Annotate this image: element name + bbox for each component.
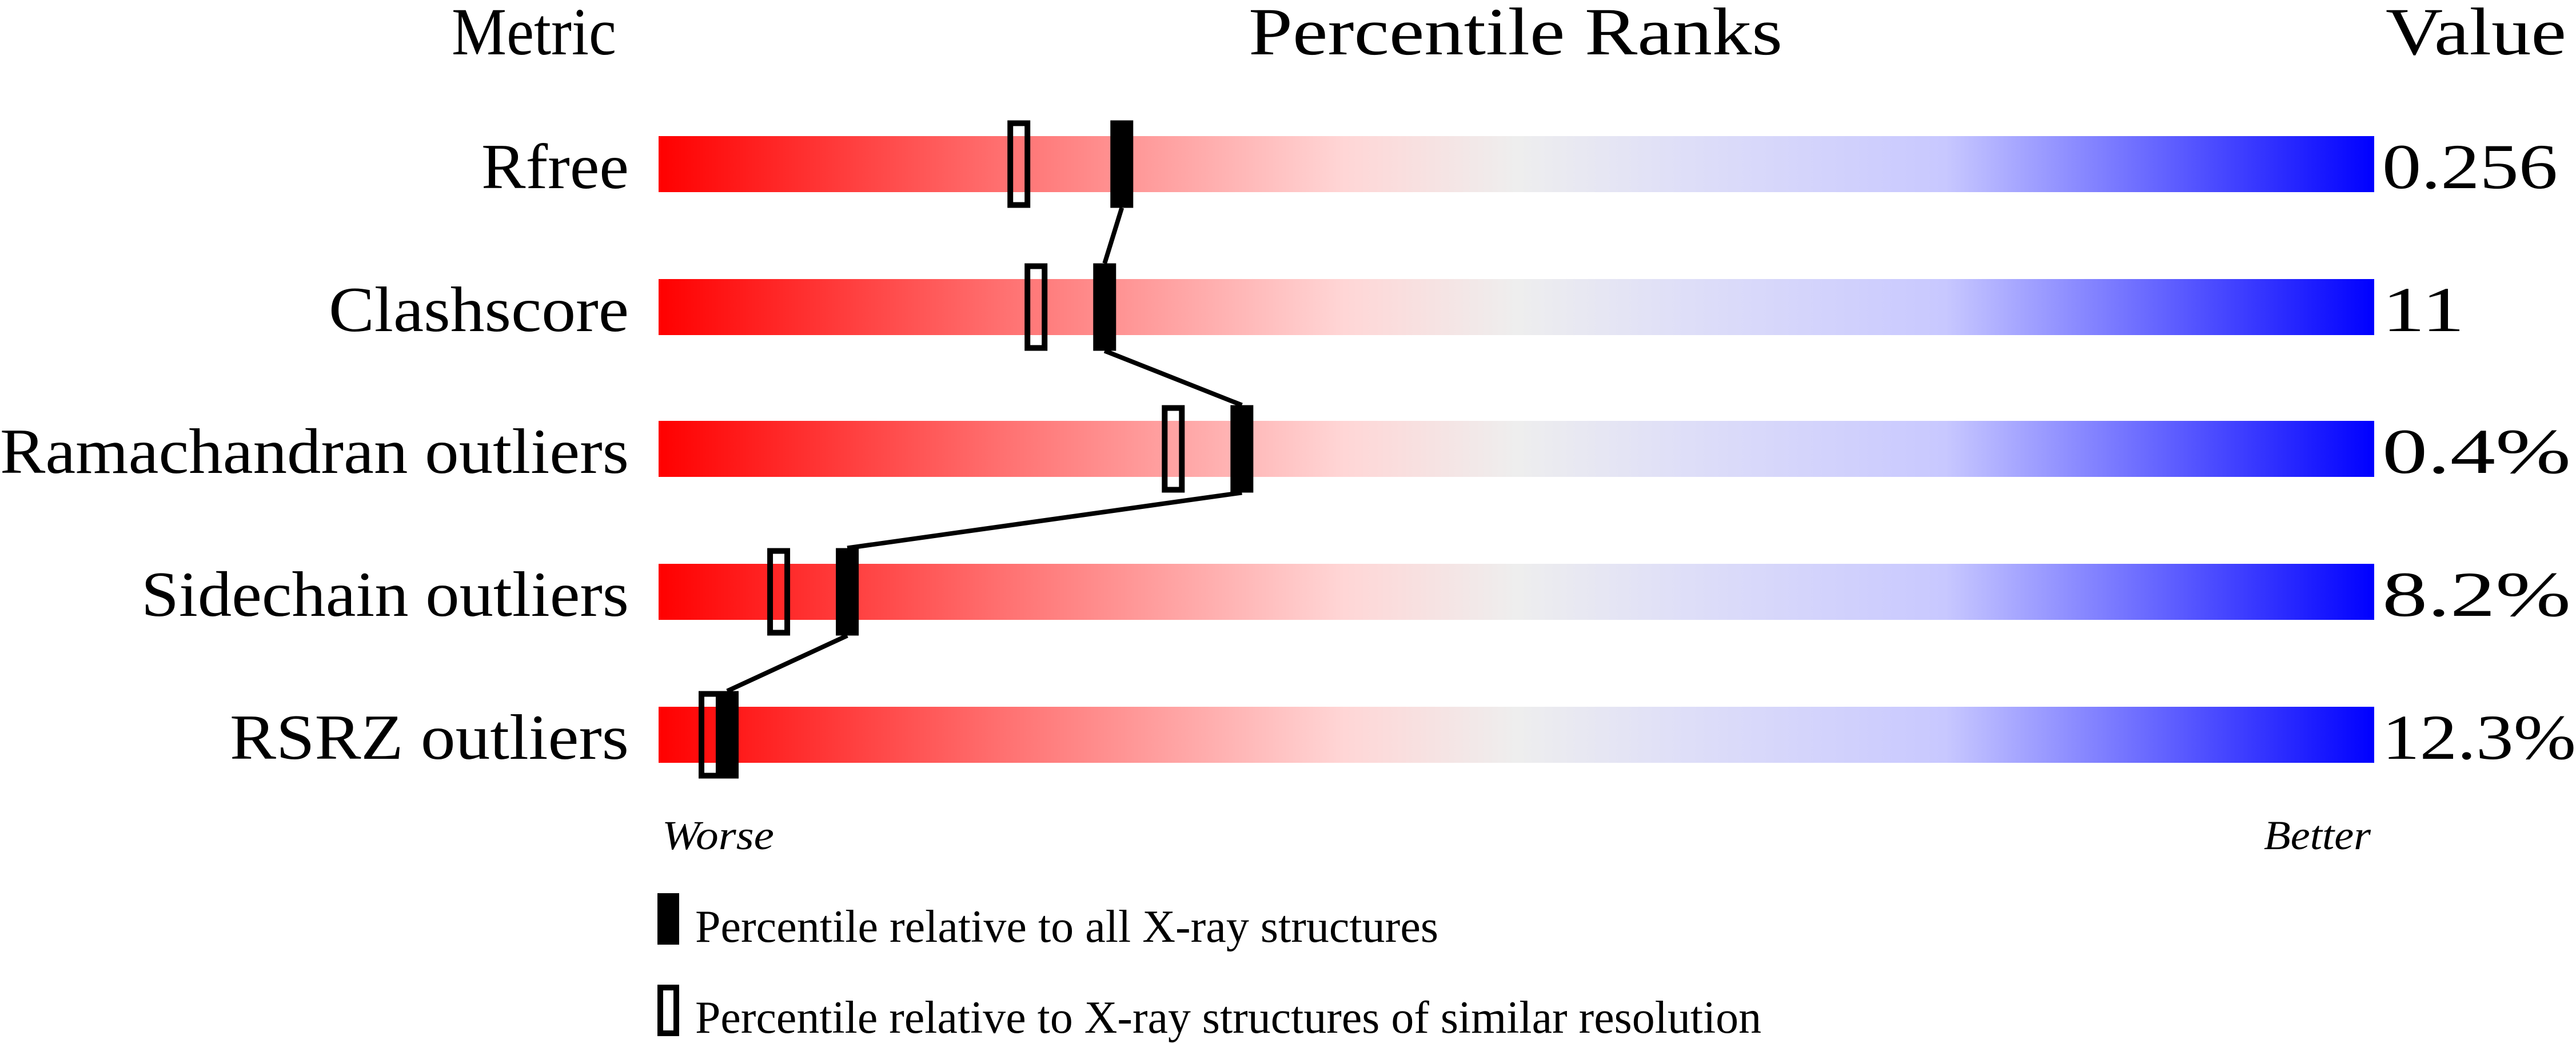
marker-all-structures (1230, 405, 1254, 493)
connector-line (1102, 207, 1124, 264)
metric-value: 12.3% (2382, 702, 2576, 773)
scale-label-better: Better (2264, 813, 2371, 858)
percentile-bar (659, 136, 2374, 192)
percentile-bar (659, 421, 2374, 477)
marker-similar-resolution (1024, 263, 1048, 351)
header-percentile-ranks: Percentile Ranks (1249, 0, 1783, 69)
marker-similar-resolution (1007, 120, 1031, 208)
legend-marker-open (657, 985, 679, 1036)
percentile-bar (659, 279, 2374, 335)
row-sidechain-outliers: Sidechain outliers 8.2% (141, 559, 2571, 630)
connector-line (847, 490, 1242, 551)
marker-similar-resolution (767, 548, 791, 636)
marker-all-structures (1110, 120, 1134, 208)
metric-label: Ramachandran outliers (0, 416, 629, 487)
metric-value: 0.256 (2382, 132, 2558, 202)
header-value: Value (2386, 0, 2566, 69)
legend: Percentile relative to all X-ray structu… (657, 893, 1761, 1043)
legend-label-all: Percentile relative to all X-ray structu… (695, 902, 1438, 952)
metric-label: Sidechain outliers (141, 559, 629, 630)
markers (699, 120, 1254, 779)
metric-value: 0.4% (2382, 416, 2571, 487)
marker-similar-resolution (1162, 405, 1185, 493)
metric-value: 11 (2382, 274, 2465, 345)
marker-all-structures (1093, 263, 1116, 351)
percentile-bar (659, 707, 2374, 763)
marker-all-structures (836, 548, 859, 636)
metric-label: RSRZ outliers (230, 702, 629, 773)
connector-line (726, 633, 848, 694)
legend-label-similar: Percentile relative to X-ray structures … (695, 993, 1761, 1043)
connector-line (1103, 348, 1243, 408)
legend-marker-filled (657, 893, 679, 945)
header-metric: Metric (452, 0, 616, 69)
row-rfree: Rfree 0.256 (481, 132, 2558, 202)
metric-label: Rfree (481, 132, 629, 202)
connector-lines (726, 207, 1243, 694)
marker-all-structures (716, 691, 739, 779)
row-clashscore: Clashscore 11 (329, 274, 2465, 345)
row-rsrz-outliers: RSRZ outliers 12.3% (230, 702, 2576, 773)
row-ramachandran-outliers: Ramachandran outliers 0.4% (0, 416, 2571, 487)
scale-label-worse: Worse (662, 813, 774, 858)
metric-value: 8.2% (2382, 559, 2571, 630)
rows: Rfree 0.256 Clashscore 11 Ramachandran outli… (0, 132, 2576, 773)
metric-label: Clashscore (329, 274, 629, 345)
percentile-bar (659, 564, 2374, 620)
